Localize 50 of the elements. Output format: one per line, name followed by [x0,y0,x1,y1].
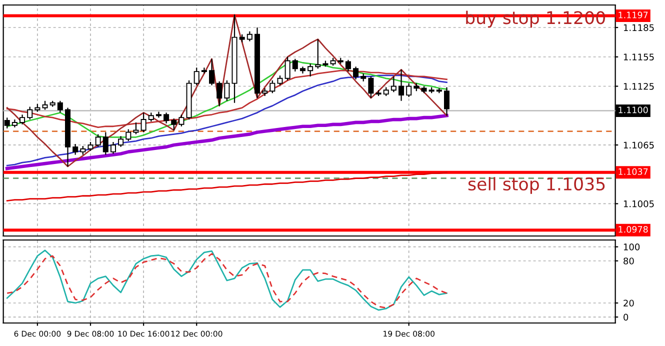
candlestick [390,76,396,93]
candlestick [118,136,124,148]
candlestick [171,118,177,131]
candlestick [406,82,412,98]
candlestick [353,66,359,80]
candlestick [27,106,33,120]
y-tick-label: 1.1185 [624,24,654,32]
line-series [6,14,448,168]
text: sell stop 1.1035 [468,177,605,194]
candlestick [133,122,139,135]
y-tick-label: 0 [624,314,628,321]
candlestick [126,128,132,142]
candlestick [95,134,101,148]
y-tick-label: 80 [624,258,634,264]
candlestick [398,69,404,102]
candlestick [110,141,116,154]
candlestick [57,100,63,114]
candlestick [156,111,162,118]
candlestick [20,114,26,125]
candlestick [102,132,108,156]
ref-line-label: 1.1037 [618,168,648,175]
line-series [6,172,448,202]
candlestick [224,80,230,102]
y-tick-label: 1.1065 [624,142,654,149]
candlestick [284,56,290,81]
ref-line-label: 1.1197 [618,12,648,18]
candlestick [270,80,276,94]
candlestick [209,58,215,86]
candlestick [72,143,78,156]
y-tick-label: 1.1005 [624,200,654,208]
line-series [5,114,448,170]
ref-line-label: 1.0978 [618,226,648,233]
y-tick-label: 100 [624,244,640,250]
candlestick [308,63,314,78]
candlestick [368,76,374,99]
candlestick [444,86,450,116]
candlestick [164,112,170,124]
candlestick [246,30,252,42]
candlestick [194,67,200,86]
candlestick [315,38,321,70]
y-tick-label: 20 [624,300,634,307]
y-tick-label: 1.1125 [624,82,654,90]
candlestick [292,58,298,72]
candlestick [140,112,146,133]
candlestick [345,59,351,72]
candlestick [277,74,283,86]
y-tick-label: 1.1155 [624,54,654,60]
candlestick [178,114,184,127]
ref-line-label: 1.1100 [618,106,648,114]
candlestick [216,80,222,106]
